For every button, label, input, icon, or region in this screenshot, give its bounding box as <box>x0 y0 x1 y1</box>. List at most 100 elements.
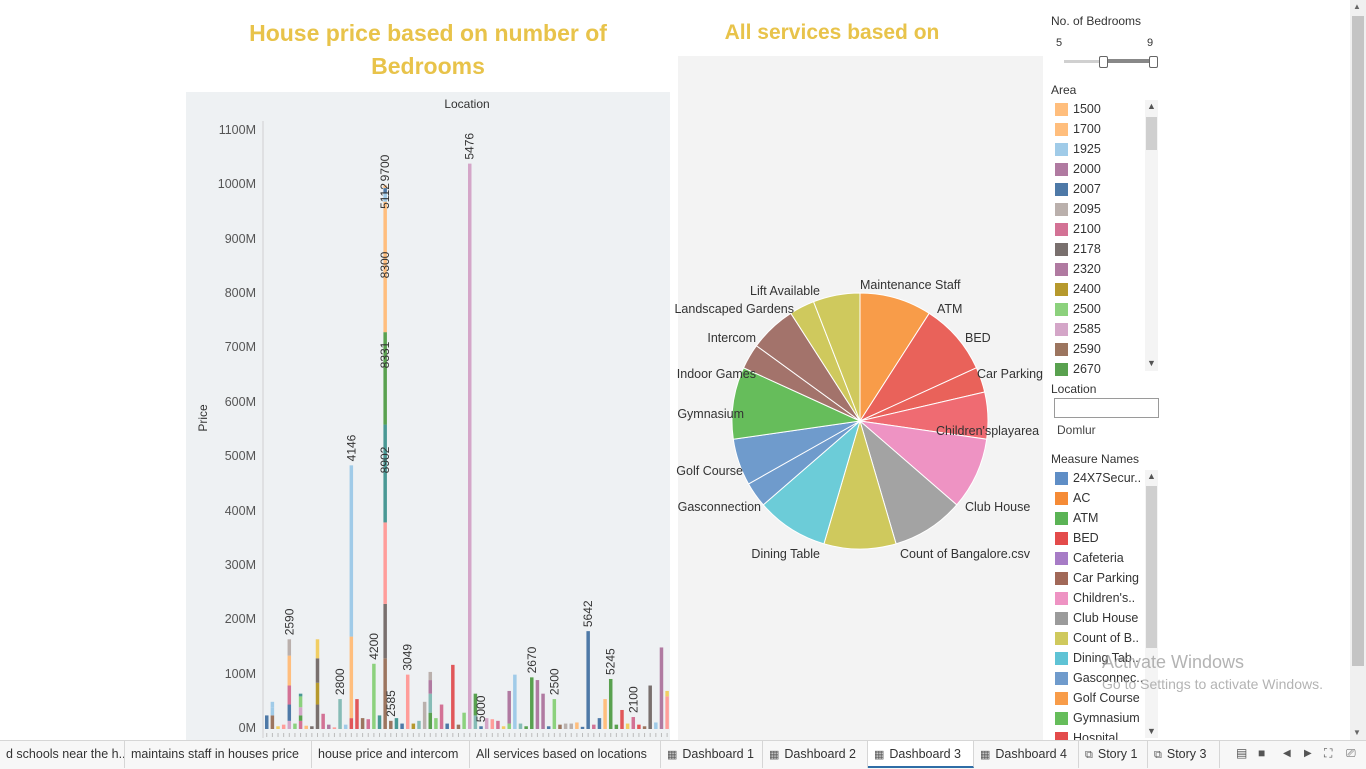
area-legend-item[interactable]: 2400 <box>1055 279 1143 299</box>
present-icon[interactable]: ⎚ <box>1346 746 1356 760</box>
bar[interactable] <box>439 704 444 729</box>
page-scroll-thumb[interactable] <box>1352 16 1364 666</box>
measure-legend-item[interactable]: Children's.. <box>1055 588 1143 608</box>
measure-legend-item[interactable]: ATM <box>1055 508 1143 528</box>
location-selected-value[interactable]: Domlur <box>1057 423 1096 437</box>
bar[interactable] <box>372 663 376 729</box>
area-scroll-up-icon[interactable]: ▲ <box>1147 101 1156 111</box>
measure-legend-item[interactable]: Car Parking <box>1055 568 1143 588</box>
sheet-tab[interactable]: maintains staff in houses price <box>125 741 312 768</box>
bar[interactable] <box>332 727 337 729</box>
bar[interactable] <box>558 724 562 729</box>
area-legend-scroll-thumb[interactable] <box>1146 117 1157 150</box>
sheet-tab[interactable]: ⧉ Story 3 <box>1148 741 1220 768</box>
bar[interactable] <box>366 719 370 729</box>
bar[interactable] <box>473 693 478 729</box>
bar[interactable] <box>603 699 607 729</box>
bar[interactable] <box>349 465 354 729</box>
area-legend-item[interactable]: 2585 <box>1055 319 1143 339</box>
bar[interactable] <box>343 724 348 729</box>
bar[interactable] <box>265 715 269 729</box>
bar[interactable] <box>338 699 342 729</box>
bar[interactable] <box>434 718 438 729</box>
measure-scroll-down-icon[interactable]: ▼ <box>1147 726 1156 736</box>
area-legend-scrollbar[interactable] <box>1145 100 1158 371</box>
bar[interactable] <box>546 726 551 729</box>
area-legend-item[interactable]: 2007 <box>1055 179 1143 199</box>
measure-legend-item[interactable]: Count of B.. <box>1055 628 1143 648</box>
bar[interactable] <box>321 713 325 729</box>
bar[interactable] <box>315 639 320 729</box>
bar[interactable] <box>496 720 500 729</box>
area-legend-item[interactable]: 1700 <box>1055 119 1143 139</box>
bar[interactable] <box>422 701 427 729</box>
bar[interactable] <box>281 724 286 729</box>
area-legend-item[interactable]: 1500 <box>1055 99 1143 119</box>
bar[interactable] <box>642 726 647 729</box>
sheet-tab[interactable]: All services based on locations <box>470 741 661 768</box>
bar[interactable] <box>417 720 421 729</box>
bar[interactable] <box>270 701 275 729</box>
area-legend-item[interactable]: 2670 <box>1055 359 1143 379</box>
bar[interactable] <box>383 185 387 729</box>
bar[interactable] <box>648 685 652 729</box>
bar[interactable] <box>580 726 585 729</box>
bar[interactable] <box>524 726 528 729</box>
bar[interactable] <box>405 674 410 729</box>
sheet-tab[interactable]: ▦ Dashboard 2 <box>763 741 868 768</box>
measure-legend-item[interactable]: Cafeteria <box>1055 548 1143 568</box>
page-scrollbar[interactable]: ▲ ▼ <box>1350 0 1366 740</box>
bar[interactable] <box>654 722 658 729</box>
bar[interactable] <box>360 718 365 729</box>
location-search-input[interactable] <box>1054 398 1159 418</box>
sheet-tab[interactable]: d schools near the h... <box>0 741 125 768</box>
sheet-tab[interactable]: house price and intercom <box>312 741 470 768</box>
area-legend-item[interactable]: 2178 <box>1055 239 1143 259</box>
bar[interactable] <box>445 723 449 729</box>
bar[interactable] <box>625 723 630 729</box>
bar[interactable] <box>501 726 506 729</box>
bar[interactable] <box>563 723 568 729</box>
filmstrip-icon[interactable]: ■ <box>1258 746 1266 760</box>
bar[interactable] <box>614 724 619 729</box>
bar[interactable] <box>620 709 624 729</box>
bar[interactable] <box>665 690 669 729</box>
bar[interactable] <box>298 693 303 729</box>
bar[interactable] <box>468 163 472 730</box>
sheet-tab[interactable]: ▦ Dashboard 4 <box>974 741 1079 768</box>
sheet-tab[interactable]: ▦ Dashboard 3 <box>868 741 974 768</box>
bedrooms-slider-min-handle[interactable] <box>1099 56 1108 68</box>
bar[interactable] <box>276 726 280 729</box>
bar[interactable] <box>304 725 308 729</box>
bar[interactable] <box>462 712 466 729</box>
bar[interactable] <box>327 724 331 729</box>
bar[interactable] <box>513 674 517 729</box>
bar[interactable] <box>355 699 359 729</box>
bar[interactable] <box>592 724 596 729</box>
measure-legend-item[interactable]: Golf Course <box>1055 688 1143 708</box>
bar[interactable] <box>411 723 416 729</box>
bar[interactable] <box>389 720 393 729</box>
bar[interactable] <box>637 724 641 729</box>
area-legend-item[interactable]: 2320 <box>1055 259 1143 279</box>
bar[interactable] <box>456 724 461 729</box>
bar[interactable] <box>631 717 636 729</box>
measure-legend-item[interactable]: Dining Tab.. <box>1055 648 1143 668</box>
bar[interactable] <box>507 690 511 729</box>
bar[interactable] <box>586 631 590 729</box>
area-legend-item[interactable]: 1925 <box>1055 139 1143 159</box>
measure-scroll-up-icon[interactable]: ▲ <box>1147 471 1156 481</box>
sheet-tab[interactable]: ⧉ Story 1 <box>1079 741 1148 768</box>
fullscreen-icon[interactable]: ⛶ <box>1324 746 1333 760</box>
area-legend-item[interactable]: 2500 <box>1055 299 1143 319</box>
bar[interactable] <box>541 693 545 729</box>
bar[interactable] <box>377 715 382 729</box>
bar[interactable] <box>451 664 455 729</box>
area-legend-item[interactable]: 2000 <box>1055 159 1143 179</box>
bar[interactable] <box>310 726 314 729</box>
pie-slice[interactable] <box>812 292 861 422</box>
bar[interactable] <box>394 718 399 729</box>
bar[interactable] <box>479 726 483 729</box>
measure-legend-item[interactable]: 24X7Secur.. <box>1055 468 1143 488</box>
page-scroll-down-icon[interactable]: ▼ <box>1353 728 1361 737</box>
